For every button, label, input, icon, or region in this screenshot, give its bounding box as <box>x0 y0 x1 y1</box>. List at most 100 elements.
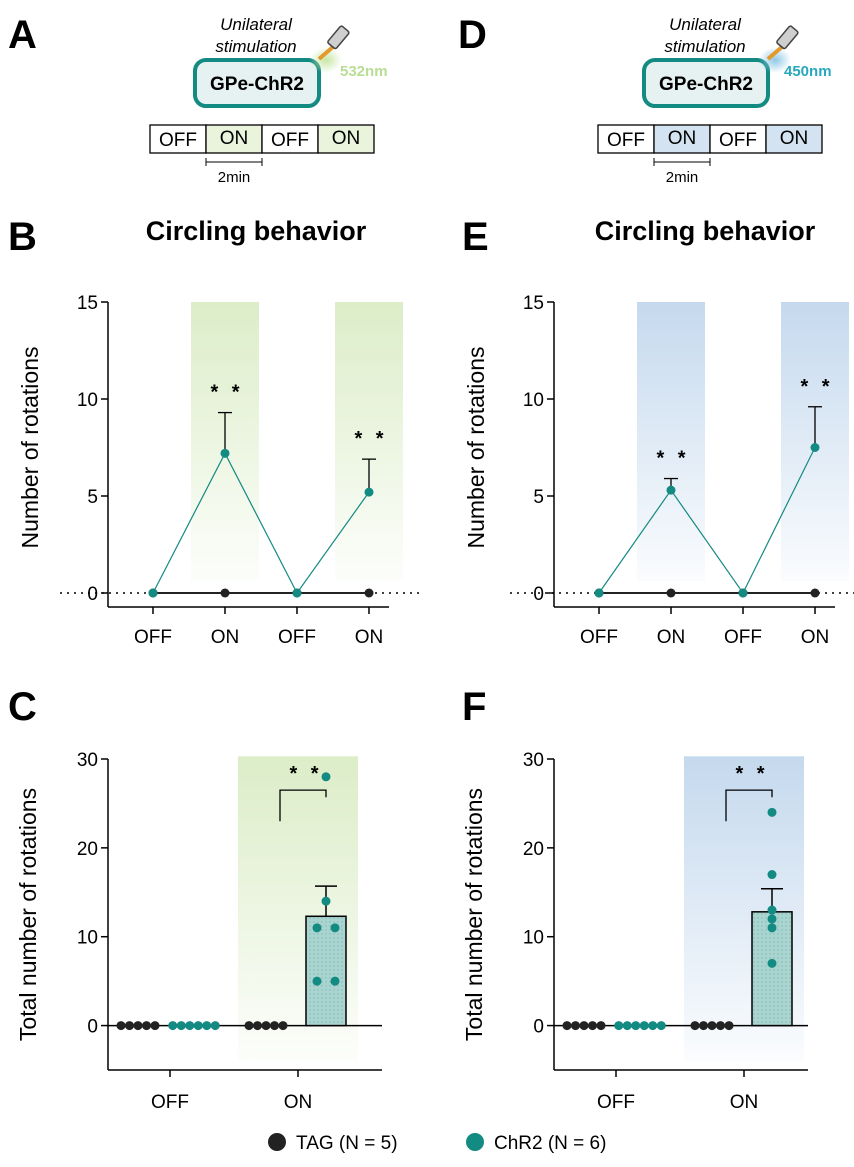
panel-d: D Unilateral stimulation GPe-ChR2 450nm … <box>458 13 832 186</box>
data-point <box>116 1021 126 1031</box>
data-point <box>767 870 777 880</box>
seq-label: OFF <box>607 130 645 151</box>
data-point <box>631 1021 641 1031</box>
data-point <box>244 1021 254 1031</box>
chart-title: Circling behavior <box>146 216 367 246</box>
x-tick-label: OFF <box>580 627 618 648</box>
x-tick-label: ON <box>355 627 384 648</box>
panel-letter-d: D <box>458 13 487 57</box>
data-point <box>716 1021 725 1031</box>
gpe-chr2-label: GPe-ChR2 <box>659 74 753 95</box>
significance-label: * * <box>354 428 387 450</box>
data-point <box>220 588 230 598</box>
significance-bracket <box>279 789 327 822</box>
gpe-chr2-label: GPe-ChR2 <box>210 74 304 95</box>
y-axis-label: Number of rotations <box>463 347 489 549</box>
panel-letter-b: B <box>8 215 37 259</box>
x-tick-label: OFF <box>134 627 172 648</box>
y-tick-label: 5 <box>533 487 544 508</box>
panel-letter-c: C <box>8 685 37 729</box>
x-tick-label: OFF <box>151 1092 189 1113</box>
optic-fiber-icon <box>310 25 350 73</box>
data-point <box>364 588 374 598</box>
light-on-region <box>637 302 705 581</box>
stim-label-line1: Unilateral <box>669 15 742 34</box>
data-point <box>699 1021 708 1031</box>
stim-label-line1: Unilateral <box>220 15 293 34</box>
seq-label: OFF <box>271 130 309 151</box>
light-cone-icon <box>310 47 342 73</box>
bar <box>305 915 347 1027</box>
data-point <box>614 1021 624 1031</box>
data-point <box>690 1021 700 1031</box>
data-point <box>571 1021 580 1031</box>
y-tick-label: 0 <box>533 1017 544 1038</box>
data-point <box>176 1021 186 1031</box>
significance-label: * * <box>289 763 322 785</box>
data-point <box>292 588 302 598</box>
y-tick-label: 15 <box>523 293 544 314</box>
data-point <box>168 1021 178 1031</box>
y-tick-label: 20 <box>523 839 544 860</box>
y-tick-label: 5 <box>87 487 98 508</box>
seq-label: ON <box>220 128 249 149</box>
series-line <box>598 447 816 595</box>
data-point <box>622 1021 632 1031</box>
data-point <box>185 1021 195 1031</box>
y-tick-label: 10 <box>523 928 544 949</box>
time-label: 2min <box>666 169 699 186</box>
y-tick-label: 30 <box>523 750 544 771</box>
stim-label-line2: stimulation <box>664 37 745 56</box>
chart-title: Circling behavior <box>595 216 816 246</box>
data-point <box>330 923 340 933</box>
x-tick-label: OFF <box>724 627 762 648</box>
data-point <box>321 896 331 906</box>
seq-label: OFF <box>719 130 757 151</box>
y-tick-label: 15 <box>77 293 98 314</box>
legend-marker-chr2 <box>466 1133 484 1151</box>
data-point <box>220 448 230 458</box>
data-point <box>707 1021 717 1031</box>
chart-panel-c: 0 10 20 30 OFF ON Total number of rotations * * <box>15 750 382 1113</box>
light-cone-icon <box>759 47 791 73</box>
data-point <box>639 1021 649 1031</box>
x-tick-label: ON <box>284 1092 313 1113</box>
y-tick-label: 10 <box>523 390 544 411</box>
chart-panel-b: Circling behavior 0 5 10 15 OFF ON OFF ON Number … <box>17 216 420 648</box>
data-point <box>278 1021 288 1031</box>
time-label: 2min <box>218 169 251 186</box>
data-point <box>133 1021 143 1031</box>
data-point <box>125 1021 134 1031</box>
x-tick-label: OFF <box>278 627 316 648</box>
significance-label: * * <box>800 376 833 398</box>
data-point <box>596 1021 606 1031</box>
data-point <box>270 1021 279 1031</box>
significance-label: * * <box>210 382 243 404</box>
y-tick-label: 30 <box>77 750 98 771</box>
panel-letter-a: A <box>8 13 37 57</box>
x-tick-label: ON <box>211 627 240 648</box>
data-point <box>767 958 777 968</box>
panel-letter-e: E <box>462 215 489 259</box>
data-point <box>150 1021 160 1031</box>
gpe-chr2-box <box>193 58 321 108</box>
data-point <box>364 487 374 497</box>
data-point <box>594 588 604 598</box>
y-tick-label: 0 <box>87 584 98 605</box>
data-point <box>193 1021 203 1031</box>
y-tick-label: 20 <box>77 839 98 860</box>
y-tick-label: 10 <box>77 928 98 949</box>
x-tick-label: ON <box>730 1092 759 1113</box>
seq-label: ON <box>780 128 809 149</box>
y-axis-label: Total number of rotations <box>15 788 41 1041</box>
y-tick-label: 10 <box>77 390 98 411</box>
data-point <box>588 1021 597 1031</box>
y-tick-label: 0 <box>533 584 544 605</box>
data-point <box>666 485 676 495</box>
data-point <box>562 1021 572 1031</box>
gpe-chr2-box <box>642 58 770 108</box>
data-point <box>724 1021 734 1031</box>
data-point <box>321 772 331 782</box>
data-point <box>261 1021 271 1031</box>
